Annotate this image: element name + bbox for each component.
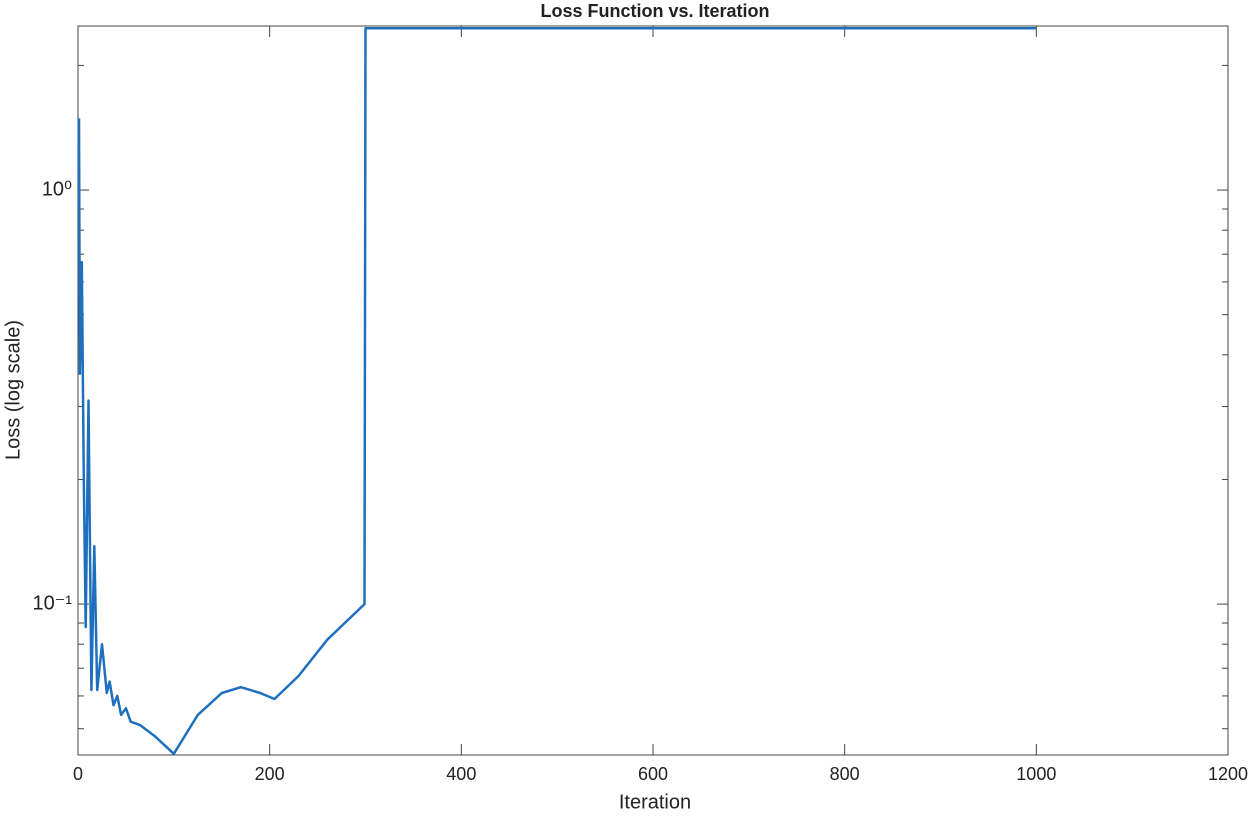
plot-frame bbox=[77, 25, 1229, 756]
x-tick-label: 200 bbox=[255, 764, 285, 784]
x-tick-label: 1000 bbox=[1016, 764, 1056, 784]
x-axis-label: Iteration bbox=[619, 791, 691, 813]
y-axis-label: Loss (log scale) bbox=[2, 320, 24, 460]
x-tick-label: 0 bbox=[73, 764, 83, 784]
loss-line bbox=[77, 26, 1037, 756]
x-tick-label: 600 bbox=[638, 764, 668, 784]
chart-title: Loss Function vs. Iteration bbox=[540, 1, 769, 21]
x-tick-label: 400 bbox=[446, 764, 476, 784]
x-tick-label: 800 bbox=[830, 764, 860, 784]
x-tick-label: 1200 bbox=[1208, 764, 1248, 784]
y-tick-label: 10⁻¹ bbox=[33, 592, 73, 614]
y-tick-label: 10⁰ bbox=[42, 178, 72, 200]
